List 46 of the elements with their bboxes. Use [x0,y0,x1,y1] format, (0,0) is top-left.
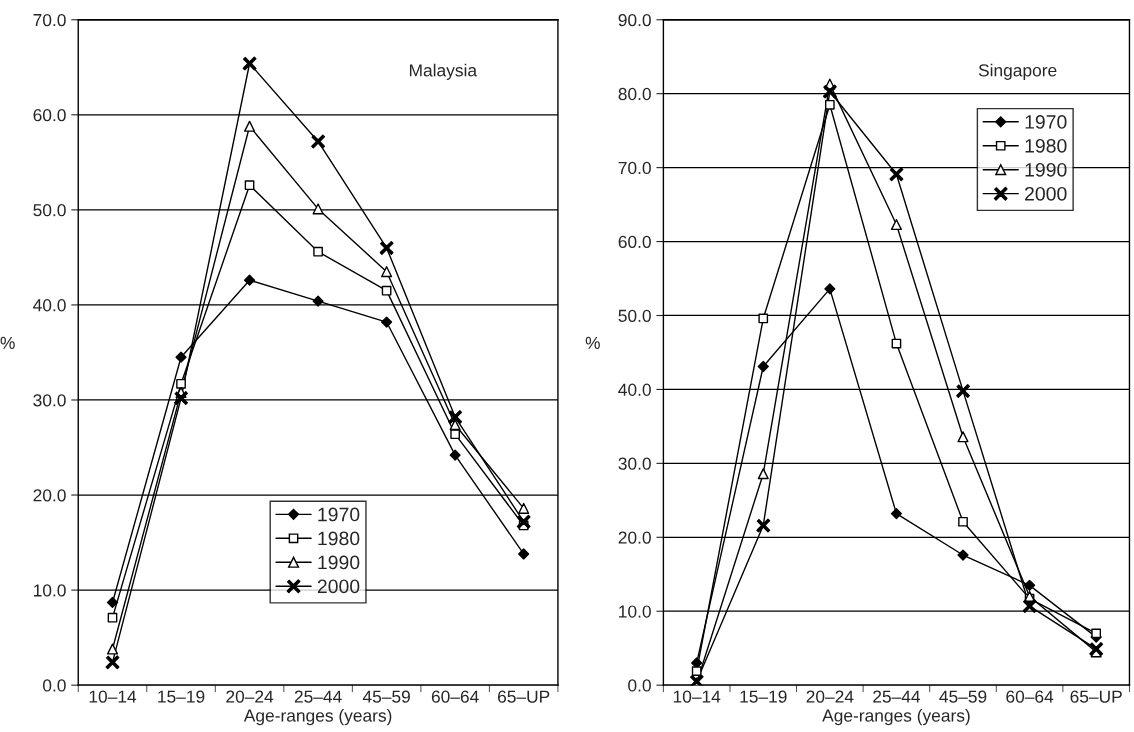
x-axis-title: Age-ranges (years) [822,708,970,726]
y-tick-label: 30.0 [33,394,66,407]
y-tick-label: 10.0 [619,605,651,618]
legend-label: 1980 [318,531,360,546]
legend-label: 1990 [318,555,360,570]
text: Malaysia [409,63,478,80]
x-tick-label: 20–24 [806,690,854,703]
legend-label: 1990 [1025,162,1067,177]
y-tick-label: 0.0 [628,679,651,692]
x-tick-label: 45–59 [362,690,410,703]
y-tick-label: 30.0 [618,457,651,470]
y-tick-label: 80.0 [618,87,651,101]
x-tick-label: 60–64 [1006,690,1054,703]
y-tick-label: 40.0 [618,383,651,396]
y-tick-label: 0.0 [42,679,66,692]
y-axis-title: % [585,336,600,349]
x-axis-title: Age-ranges (years) [243,708,392,726]
legend-label: 1980 [1025,138,1067,153]
y-tick-label: 40.0 [33,299,66,312]
y-tick-label: 50.0 [618,309,651,322]
x-tick-label: 15–19 [740,690,787,703]
legend-label: 2000 [1025,186,1067,201]
y-tick-label: 50.0 [33,204,66,217]
x-tick-label: 15–19 [158,690,205,703]
x-tick-label: 65–UP [498,690,550,703]
y-tick-label: 60.0 [618,235,651,249]
legend-label: 1970 [318,507,360,522]
x-tick-label: 10–14 [673,690,721,703]
legend-label: 2000 [317,579,360,594]
y-tick-label: 70.0 [618,161,651,175]
x-tick-label: 25–44 [294,690,342,703]
x-tick-label: 60–64 [431,690,479,703]
x-tick-label: 10–14 [89,690,137,703]
y-tick-label: 20.0 [618,531,651,544]
y-tick-label: 70.0 [33,13,66,27]
x-tick-label: 65–UP [1070,690,1122,703]
x-tick-label: 45–59 [939,690,987,703]
x-tick-label: 20–24 [226,690,274,703]
y-tick-label: 20.0 [33,489,66,502]
y-axis-title: % [0,336,15,349]
y-tick-label: 10.0 [33,584,66,597]
y-tick-label: 90.0 [618,13,651,27]
legend-label: 1970 [1025,115,1067,129]
text: Singapore [978,63,1057,80]
y-tick-label: 60.0 [33,108,66,122]
x-tick-label: 25–44 [873,690,921,703]
